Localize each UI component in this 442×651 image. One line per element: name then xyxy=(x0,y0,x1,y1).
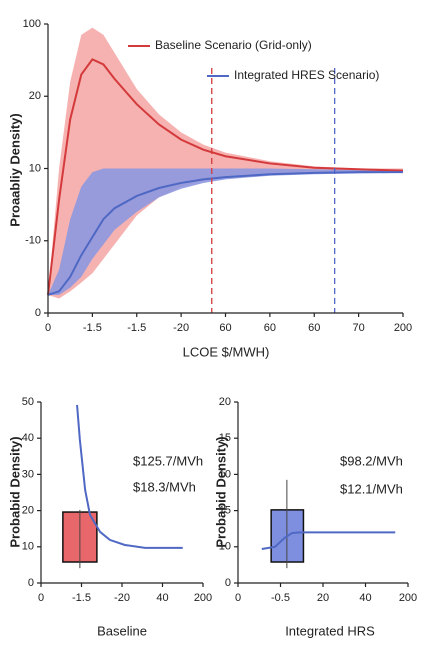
plot xyxy=(62,404,183,569)
annotation: $18.3/MVh xyxy=(133,479,196,494)
y-tick-label: 50 xyxy=(22,396,34,408)
series-line xyxy=(76,404,183,549)
x-tick-label: 40 xyxy=(359,592,371,604)
x-axis-label: LCOE $/MWH) xyxy=(183,344,270,359)
y-axis-label: Probabid Density) xyxy=(213,436,228,547)
annotation: $98.2/MVh xyxy=(340,453,403,468)
y-tick-label: 15 xyxy=(219,505,231,517)
y-tick-label: 15 xyxy=(219,432,231,444)
x-tick-label: 200 xyxy=(194,592,212,604)
y-tick-label: 0 xyxy=(225,577,231,589)
x-tick-label: -1.5 xyxy=(72,592,91,604)
y-tick-label: 100 xyxy=(23,18,41,30)
confidence-band xyxy=(48,27,403,299)
x-tick-label: 200 xyxy=(394,322,412,334)
y-tick-label: 0 xyxy=(28,577,34,589)
series-line xyxy=(261,531,396,550)
y-axis-label: Proaabliy Density) xyxy=(7,113,22,226)
y-tick-label: 20 xyxy=(29,90,41,102)
y-tick-label: -10 xyxy=(25,235,41,247)
x-tick-label: -20 xyxy=(173,322,189,334)
annotation: $12.1/MVh xyxy=(340,481,403,496)
x-axis-label: Baseline xyxy=(97,623,147,638)
y-tick-label: 0 xyxy=(35,307,41,319)
x-tick-label: -1.5 xyxy=(83,322,102,334)
y-axis-label: Probabid Density) xyxy=(7,436,22,547)
y-tick-label: 30 xyxy=(22,468,34,480)
annotation: $125.7/MVh xyxy=(133,453,203,468)
y-tick-label: 20 xyxy=(22,505,34,517)
x-tick-label: 0 xyxy=(45,322,51,334)
confidence-band xyxy=(48,168,403,295)
y-tick-label: 40 xyxy=(22,432,34,444)
y-tick-label: 10 xyxy=(219,468,231,480)
plot xyxy=(47,27,404,299)
x-axis-label: Integrated HRS xyxy=(285,623,375,638)
x-tick-label: 0 xyxy=(38,592,44,604)
legend-label: Integrated HRES Scenario) xyxy=(234,68,379,82)
series-line xyxy=(47,58,404,296)
series-line xyxy=(47,171,403,296)
y-tick-label: 10 xyxy=(219,541,231,553)
x-tick-label: 200 xyxy=(399,592,417,604)
x-tick-label: 40 xyxy=(156,592,168,604)
y-tick-label: 10 xyxy=(29,162,41,174)
x-tick-label: -0.5 xyxy=(271,592,290,604)
x-tick-label: 60 xyxy=(308,322,320,334)
x-tick-label: 20 xyxy=(317,592,329,604)
plot xyxy=(261,479,396,569)
x-tick-label: 0 xyxy=(235,592,241,604)
y-tick-label: 10 xyxy=(22,541,34,553)
y-tick-label: 20 xyxy=(219,396,231,408)
x-tick-label: -20 xyxy=(114,592,130,604)
legend-label: Baseline Scenario (Grid-only) xyxy=(155,38,312,52)
x-tick-label: 70 xyxy=(353,322,365,334)
x-tick-label: 60 xyxy=(219,322,231,334)
x-tick-label: 60 xyxy=(264,322,276,334)
x-tick-label: -1.5 xyxy=(127,322,146,334)
